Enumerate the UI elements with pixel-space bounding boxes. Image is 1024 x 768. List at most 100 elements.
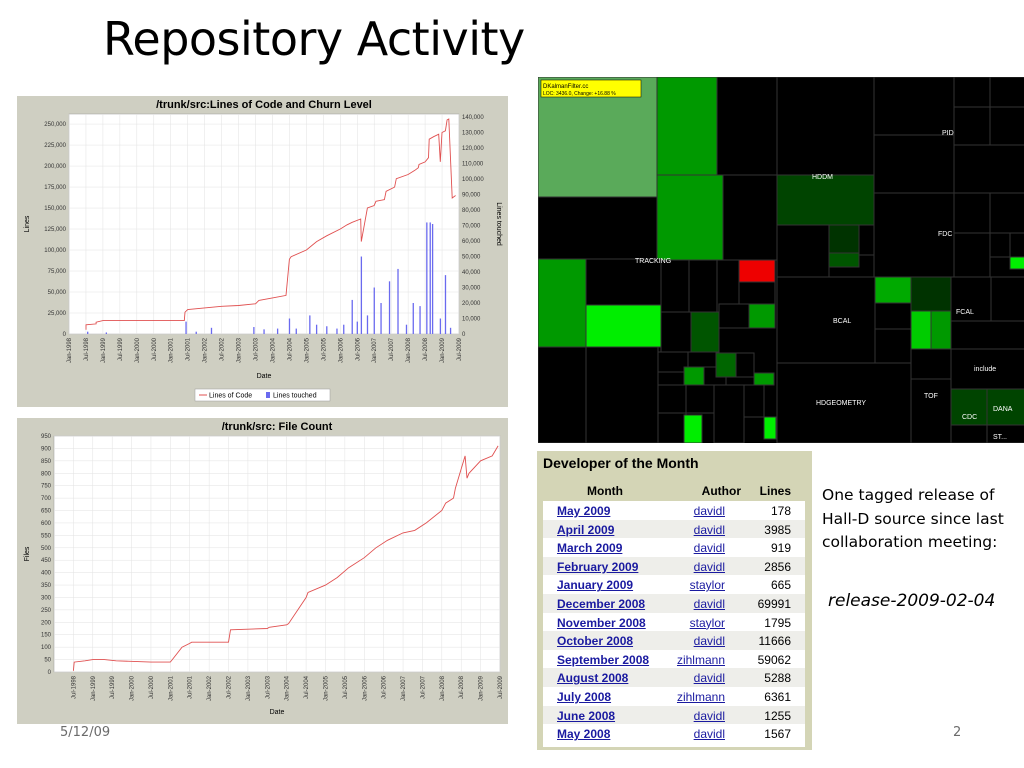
treemap-cell[interactable] <box>989 106 1024 146</box>
treemap-cell[interactable] <box>776 174 875 226</box>
treemap-cell[interactable] <box>585 346 659 443</box>
treemap-cell[interactable] <box>873 77 955 136</box>
treemap-cell[interactable] <box>585 258 662 306</box>
treemap-cell[interactable] <box>683 366 705 386</box>
treemap-cell[interactable] <box>538 196 658 260</box>
treemap-cell[interactable] <box>874 302 912 330</box>
y-tick-label: 850 <box>41 459 52 465</box>
treemap-cell[interactable] <box>657 384 687 414</box>
treemap-cell[interactable] <box>989 192 1024 234</box>
month-link[interactable]: November 2008 <box>557 615 646 630</box>
treemap-cell[interactable] <box>715 352 737 378</box>
table-row: May 2009 davidl 178 <box>543 501 805 520</box>
treemap-cell[interactable] <box>953 192 991 234</box>
x-axis-label: Date <box>257 373 272 380</box>
treemap-cell[interactable] <box>585 304 662 348</box>
treemap-cell[interactable] <box>660 259 690 313</box>
month-link[interactable]: May 2008 <box>557 727 611 742</box>
treemap-cell[interactable] <box>763 416 777 440</box>
author-link[interactable]: davidl <box>693 522 725 537</box>
treemap-cell[interactable] <box>990 276 1024 322</box>
treemap-cell[interactable] <box>713 384 745 443</box>
treemap-cell[interactable] <box>656 77 718 176</box>
author-link[interactable]: davidl <box>693 541 725 556</box>
treemap-cell[interactable] <box>950 348 1024 390</box>
treemap-cell[interactable] <box>910 378 952 443</box>
treemap-cell[interactable] <box>657 412 687 443</box>
treemap-cell[interactable] <box>953 144 1024 194</box>
treemap-cell[interactable] <box>986 388 1024 426</box>
author-link[interactable]: staylor <box>689 578 725 593</box>
author-link[interactable]: davidl <box>693 504 725 518</box>
month-link[interactable]: May 2009 <box>557 504 611 518</box>
treemap-cell[interactable] <box>690 311 720 353</box>
month-link[interactable]: June 2008 <box>557 708 616 723</box>
author-link[interactable]: davidl <box>693 671 725 686</box>
treemap-cell[interactable] <box>828 224 860 254</box>
treemap-cell[interactable] <box>776 276 876 364</box>
author-link[interactable]: staylor <box>689 615 725 630</box>
month-link[interactable]: March 2009 <box>557 541 623 556</box>
treemap-cell[interactable] <box>776 77 875 176</box>
treemap-cell[interactable] <box>538 346 587 443</box>
treemap-cell[interactable] <box>910 310 932 350</box>
table-row: August 2008 davidl 5288 <box>543 668 805 687</box>
treemap-cell[interactable] <box>538 258 587 348</box>
treemap-cell[interactable] <box>828 252 860 268</box>
month-link[interactable]: August 2008 <box>557 671 629 686</box>
chart-title: /trunk/src: File Count <box>222 421 333 433</box>
author-link[interactable]: davidl <box>693 708 725 723</box>
month-link[interactable]: October 2008 <box>557 634 634 649</box>
month-link[interactable]: January 2009 <box>557 578 634 593</box>
month-link[interactable]: April 2009 <box>557 522 615 537</box>
treemap-cell[interactable] <box>910 348 952 380</box>
treemap-cell[interactable] <box>1009 256 1024 270</box>
month-link[interactable]: September 2008 <box>557 652 650 667</box>
treemap-cell[interactable] <box>660 311 692 353</box>
churn-bar <box>210 327 213 334</box>
source-treemap[interactable]: DKalmanFilter.cc LOC: 3436.0, Change: +1… <box>538 77 1024 443</box>
y-tick-label: 100 <box>41 645 52 651</box>
treemap-cell[interactable] <box>930 310 952 350</box>
author-link[interactable]: davidl <box>693 727 725 742</box>
treemap-cell[interactable] <box>950 424 988 443</box>
treemap-cell[interactable] <box>656 174 724 261</box>
treemap-cell[interactable] <box>874 276 912 304</box>
treemap-cell[interactable] <box>685 384 715 414</box>
treemap-cell[interactable] <box>858 224 875 256</box>
treemap-cell[interactable] <box>683 414 703 443</box>
treemap-cell[interactable] <box>950 320 1024 350</box>
treemap-cell[interactable] <box>873 192 955 278</box>
treemap-cell[interactable] <box>738 281 776 305</box>
author-link[interactable]: davidl <box>693 634 725 649</box>
treemap-cell[interactable] <box>986 424 1024 443</box>
author-link[interactable]: davidl <box>693 559 725 574</box>
treemap-cell[interactable] <box>722 174 778 261</box>
treemap-cell[interactable] <box>953 77 991 108</box>
month-link[interactable]: July 2008 <box>557 690 612 704</box>
treemap-cell[interactable] <box>950 388 988 426</box>
author-link[interactable]: zihlmann <box>676 690 725 704</box>
treemap-cell[interactable] <box>718 303 750 329</box>
treemap-cell[interactable] <box>989 77 1024 108</box>
treemap-cell[interactable] <box>874 328 912 364</box>
treemap-cell[interactable] <box>953 232 991 278</box>
author-link[interactable]: zihlmann <box>676 652 725 667</box>
treemap-cell[interactable] <box>743 384 765 418</box>
author-link[interactable]: davidl <box>693 597 725 611</box>
month-link[interactable]: December 2008 <box>557 597 646 611</box>
treemap-cell[interactable] <box>688 259 718 313</box>
treemap-cell[interactable] <box>738 259 776 283</box>
x-tick-label: Jul-1998 <box>84 337 90 361</box>
treemap-cell[interactable] <box>657 351 689 373</box>
month-link[interactable]: February 2009 <box>557 559 639 574</box>
treemap-cell[interactable] <box>776 224 830 278</box>
treemap-cell[interactable] <box>989 232 1011 258</box>
treemap-cell[interactable] <box>910 276 952 312</box>
treemap-cell[interactable] <box>735 352 755 378</box>
treemap-cell[interactable] <box>753 372 775 386</box>
treemap-cell[interactable] <box>953 106 991 146</box>
treemap-cell[interactable] <box>873 134 955 194</box>
treemap-cell[interactable] <box>748 303 776 329</box>
treemap-cell[interactable] <box>716 77 778 176</box>
